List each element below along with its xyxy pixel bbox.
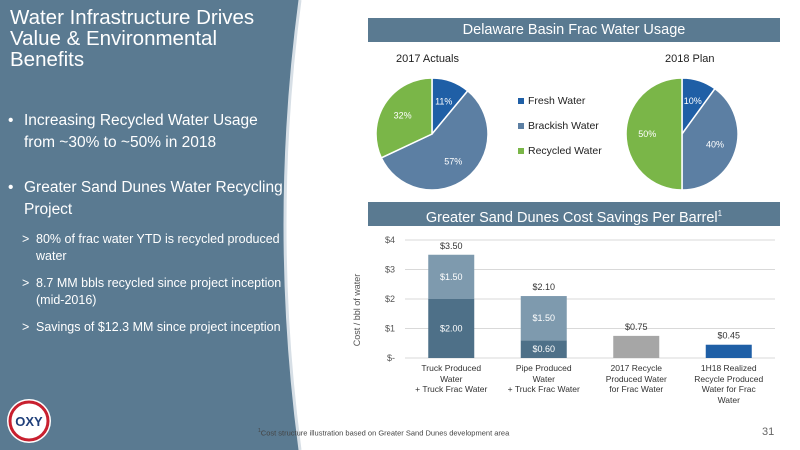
y-tick-label: $- [387, 353, 395, 363]
legend-label: Brackish Water [528, 120, 599, 132]
pie-2017-title: 2017 Actuals [396, 53, 459, 65]
y-tick-label: $3 [385, 265, 395, 275]
pie-slice-recycled [375, 77, 433, 159]
x-category-line: Water [440, 373, 463, 384]
bar-chart: $- $1 $2 $3 $4 $2.00 $1.50 $3.50 $0.60 $1.50 $2.10… [385, 235, 775, 363]
legend-swatch [518, 148, 524, 154]
x-category-label: 1H18 Realized Recycle Produced Water for F… [688, 363, 770, 405]
bar-total-label: $2.10 [532, 282, 555, 292]
subbullet-marker: > [22, 320, 30, 334]
page-number: 31 [762, 426, 775, 438]
bullet-marker: • [8, 179, 14, 196]
bar-segment [428, 254, 475, 299]
pie-2018-title: 2018 Plan [665, 53, 715, 65]
footnote-ref: 1 [717, 209, 723, 218]
footnote: 1Cost structure illustration based on Gr… [258, 428, 509, 438]
pie-slice-recycled [625, 77, 683, 191]
bullet-marker: • [8, 112, 14, 129]
legend-swatch [518, 123, 524, 129]
left-panel: Water Infrastructure Drives Value & Envi… [0, 0, 305, 450]
bar-total-label: $0.75 [625, 322, 648, 332]
x-category-line: Water for Frac [701, 384, 756, 394]
bar-total-label: $0.45 [717, 331, 740, 341]
subbullet-text: Savings of $12.3 MM since project incept… [36, 320, 281, 334]
bullet-recycled-usage: • Increasing Recycled Water Usage from ~… [8, 110, 293, 154]
subbullet-marker: > [22, 276, 30, 290]
pie-slice-label: 32% [394, 110, 412, 120]
subbullet-text: 8.7 MM bbls recycled since project incep… [36, 276, 282, 307]
x-category-label: Pipe Produced Water + Truck Frac Water [503, 363, 585, 395]
bar-segment [705, 344, 752, 358]
x-category-label: Truck Produced Water + Truck Frac Water [410, 363, 492, 395]
x-category-line: Produced Water [605, 373, 667, 384]
legend-item-brackish: Brackish Water [518, 120, 599, 132]
pie-slice-label: 57% [444, 156, 462, 166]
bar-segment-label: $0.60 [532, 344, 555, 354]
x-category-line: Recycle Produced [694, 373, 764, 384]
pie-chart-2018: 10% 40% 50% [625, 77, 739, 191]
subbullet-recycled-percent: > 80% of frac water YTD is recycled prod… [22, 231, 282, 265]
x-category-line: 1H18 Realized [700, 363, 757, 373]
bar-segment [520, 340, 567, 358]
bar-segment [613, 335, 660, 358]
x-category-line: + Truck Frac Water [507, 384, 580, 394]
bullet-recycling-project: • Greater Sand Dunes Water Recycling Pro… [8, 177, 293, 221]
pie-slice-label: 10% [684, 96, 702, 106]
x-category-line: Water [717, 394, 740, 405]
x-category-line: Water [532, 373, 555, 384]
x-category-line: for Frac Water [609, 384, 664, 394]
x-category-line: Pipe Produced [515, 363, 572, 373]
pie-section-header: Delaware Basin Frac Water Usage [368, 18, 780, 42]
legend-item-fresh: Fresh Water [518, 95, 585, 107]
bullet-text: Greater Sand Dunes Water Recycling Proje… [24, 179, 283, 218]
pie-slice-label: 11% [435, 96, 452, 106]
bar-segment-label: $1.50 [532, 313, 555, 323]
pie-slice-brackish [681, 87, 739, 191]
pie-chart-2017: 11% 57% 32% [375, 77, 489, 191]
bar-segment-label: $1.50 [440, 272, 463, 282]
x-category-line: + Truck Frac Water [415, 384, 488, 394]
y-tick-label: $4 [385, 235, 395, 245]
legend-label: Fresh Water [528, 95, 586, 107]
pie-slice-brackish [380, 89, 489, 191]
x-category-label: 2017 Recycle Produced Water for Frac Water [595, 363, 677, 395]
bullet-text: Increasing Recycled Water Usage from ~30… [24, 112, 258, 151]
y-tick-label: $1 [385, 324, 395, 334]
bar-section-title: Greater Sand Dunes Cost Savings Per Barr… [425, 209, 718, 226]
legend-item-recycled: Recycled Water [518, 145, 602, 157]
y-tick-label: $2 [385, 294, 395, 304]
footnote-marker: 1 [258, 428, 261, 434]
legend-label: Recycled Water [528, 145, 602, 157]
bar-segment [428, 299, 475, 358]
slide-title: Water Infrastructure Drives Value & Envi… [10, 6, 255, 71]
legend-swatch [518, 98, 524, 104]
subbullet-bbls-recycled: > 8.7 MM bbls recycled since project inc… [22, 275, 282, 309]
bar-segment-label: $2.00 [440, 324, 463, 334]
oxy-logo: OXY [7, 399, 51, 443]
bar-segment [520, 296, 567, 341]
panel-background [0, 0, 302, 450]
subbullet-text: 80% of frac water YTD is recycled produc… [36, 232, 280, 263]
bar-total-label: $3.50 [440, 241, 463, 251]
x-category-line: Truck Produced [421, 363, 482, 373]
pie-slice-label: 50% [638, 129, 656, 139]
footnote-text: Cost structure illustration based on Gre… [260, 428, 510, 438]
pie-slice-label: 40% [706, 140, 724, 150]
logo-text: OXY [15, 414, 43, 429]
bar-section-header: Greater Sand Dunes Cost Savings Per Barr… [368, 202, 780, 226]
x-category-line: 2017 Recycle [610, 363, 662, 373]
subbullet-savings: > Savings of $12.3 MM since project ince… [22, 319, 282, 336]
subbullet-marker: > [22, 232, 30, 246]
